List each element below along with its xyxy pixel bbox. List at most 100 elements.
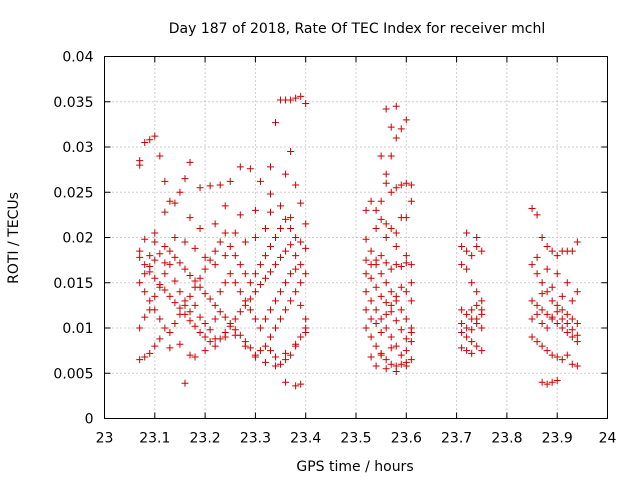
data-point — [473, 288, 481, 296]
data-point — [151, 229, 159, 237]
data-point — [553, 353, 561, 361]
data-point — [392, 229, 400, 237]
y-tick-label: 0.01 — [62, 321, 93, 337]
data-point — [287, 214, 295, 222]
data-point — [377, 252, 385, 260]
data-point — [468, 279, 476, 287]
data-point — [282, 215, 290, 223]
data-point — [236, 308, 244, 316]
data-point — [402, 315, 410, 323]
data-point — [282, 279, 290, 287]
data-point — [573, 362, 581, 370]
data-point — [146, 349, 154, 357]
data-point — [206, 338, 214, 346]
data-point — [573, 331, 581, 339]
data-point — [186, 292, 194, 300]
data-point — [402, 252, 410, 260]
data-point — [272, 353, 280, 361]
data-point — [166, 329, 174, 337]
data-point — [156, 315, 164, 323]
data-point — [261, 358, 269, 366]
data-point — [553, 319, 561, 327]
data-point — [397, 181, 405, 189]
data-point — [146, 297, 154, 305]
data-point — [141, 288, 149, 296]
data-point — [196, 274, 204, 282]
x-tick-label: 23.3 — [240, 431, 271, 447]
data-point — [186, 351, 194, 359]
data-point — [377, 152, 385, 160]
data-point — [528, 205, 536, 213]
data-point — [563, 310, 571, 318]
data-point — [216, 288, 224, 296]
data-point — [166, 197, 174, 205]
data-point — [407, 338, 415, 346]
data-point — [568, 333, 576, 341]
data-point — [468, 252, 476, 260]
data-point — [136, 279, 144, 287]
data-point — [151, 238, 159, 246]
data-point — [468, 338, 476, 346]
grid-lines — [104, 56, 608, 419]
data-point — [473, 315, 481, 323]
data-point — [266, 243, 274, 251]
plot-frame — [104, 56, 608, 419]
data-point — [377, 329, 385, 337]
data-point — [543, 265, 551, 273]
data-point — [181, 175, 189, 183]
data-point — [282, 170, 290, 178]
data-point — [402, 347, 410, 355]
data-point — [553, 376, 561, 384]
y-axis-title: ROTI / TECUs — [6, 192, 22, 284]
data-point — [251, 353, 259, 361]
data-point — [211, 220, 219, 228]
data-point — [241, 342, 249, 350]
data-point — [302, 329, 310, 337]
data-point — [176, 259, 184, 267]
data-point — [161, 259, 169, 267]
data-point — [387, 265, 395, 273]
data-point — [563, 279, 571, 287]
data-point — [528, 297, 536, 305]
data-point — [246, 306, 254, 314]
data-point — [407, 181, 415, 189]
data-point — [382, 324, 390, 332]
data-point — [362, 288, 370, 296]
data-point — [387, 308, 395, 316]
data-point — [151, 274, 159, 282]
data-point — [463, 247, 471, 255]
data-point — [186, 317, 194, 325]
x-tick-label: 23.6 — [391, 431, 422, 447]
data-point — [201, 265, 209, 273]
data-point — [367, 315, 375, 323]
data-point — [397, 306, 405, 314]
data-point — [382, 220, 390, 228]
data-point — [266, 163, 274, 171]
data-point — [206, 326, 214, 334]
data-point — [543, 380, 551, 388]
data-point — [538, 306, 546, 314]
data-point — [191, 277, 199, 285]
data-point — [146, 262, 154, 270]
data-point — [473, 234, 481, 241]
data-point — [392, 243, 400, 251]
data-point — [397, 351, 405, 359]
data-point — [292, 181, 300, 189]
data-point — [402, 116, 410, 124]
data-point — [382, 234, 390, 241]
data-point — [266, 306, 274, 314]
data-point — [463, 333, 471, 341]
data-point — [362, 206, 370, 214]
data-point — [216, 308, 224, 316]
data-point — [533, 253, 541, 261]
x-tick-label: 23 — [96, 431, 114, 447]
data-point — [548, 378, 556, 386]
data-point — [136, 324, 144, 332]
data-point — [458, 261, 466, 269]
data-point — [538, 290, 546, 298]
data-point — [161, 208, 169, 216]
data-point — [558, 306, 566, 314]
data-point — [458, 319, 466, 327]
data-point — [362, 306, 370, 314]
